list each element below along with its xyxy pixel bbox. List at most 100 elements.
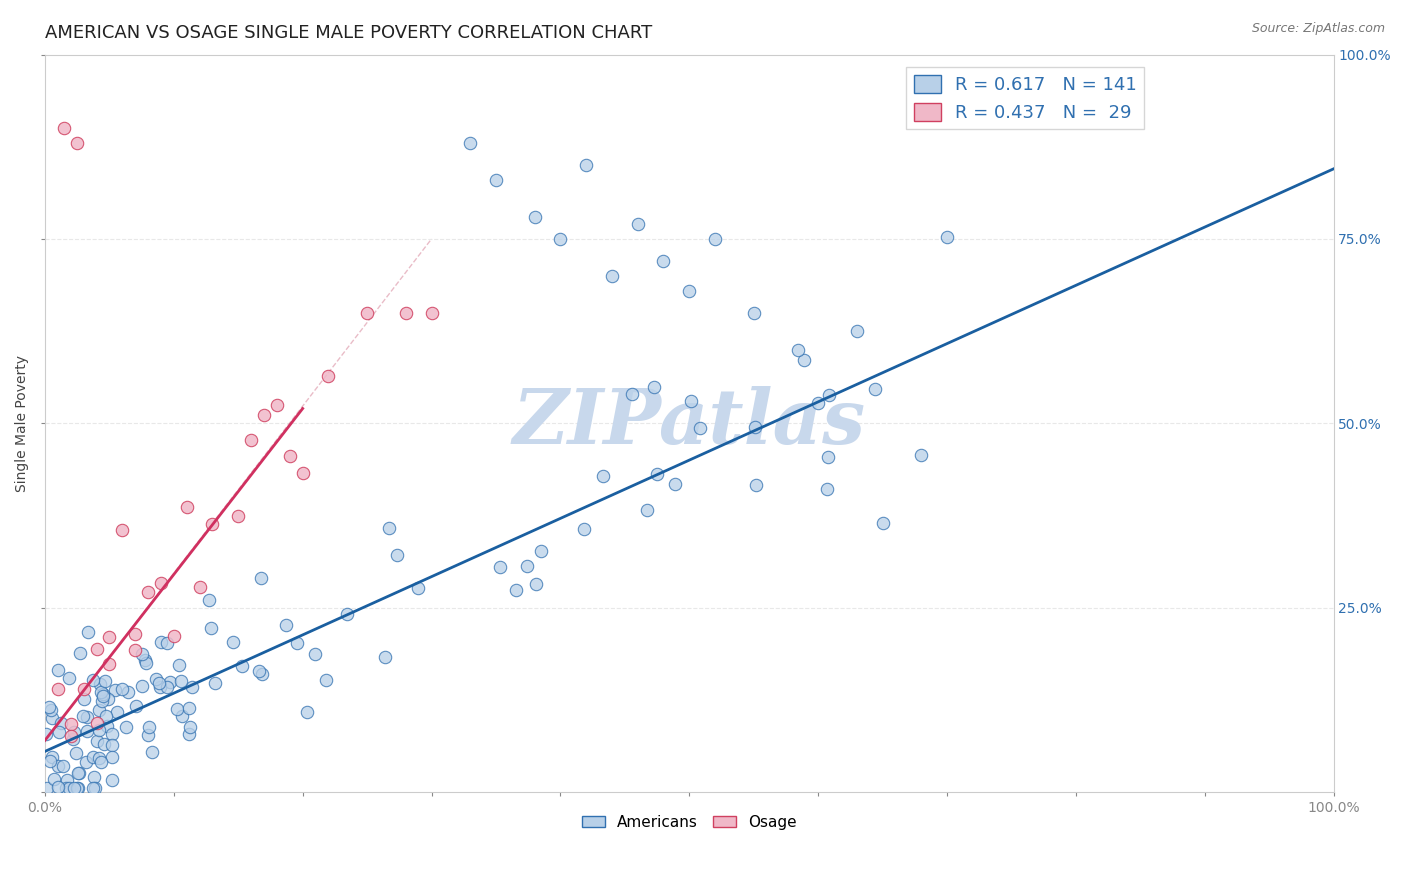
Point [574, 522, 596, 536]
Point [378, 521, 401, 535]
Point [516, 559, 538, 574]
Point [645, 467, 668, 481]
Point [53, 121, 76, 136]
Point [91, 689, 114, 703]
Point [742, 306, 765, 320]
Point [170, 708, 193, 723]
Point [872, 516, 894, 531]
Point [67, 765, 90, 780]
Point [505, 582, 527, 597]
Point [318, 368, 340, 383]
Point [90, 693, 112, 707]
Y-axis label: Single Male Poverty: Single Male Poverty [15, 355, 30, 491]
Point [524, 576, 547, 591]
Point [41, 749, 63, 764]
Text: AMERICAN VS OSAGE SINGLE MALE POVERTY CORRELATION CHART: AMERICAN VS OSAGE SINGLE MALE POVERTY CO… [45, 24, 652, 42]
Point [134, 652, 156, 666]
Point [278, 449, 301, 463]
Point [86, 734, 108, 748]
Point [156, 680, 179, 694]
Point [936, 229, 959, 244]
Point [59, 716, 82, 731]
Point [149, 634, 172, 648]
Point [550, 232, 572, 246]
Point [910, 448, 932, 462]
Point [807, 395, 830, 409]
Point [131, 647, 153, 661]
Point [530, 543, 553, 558]
Point [111, 681, 134, 696]
Point [266, 399, 288, 413]
Point [63, 725, 86, 739]
Point [101, 727, 124, 741]
Point [643, 380, 665, 394]
Point [38, 700, 60, 714]
Point [845, 324, 868, 338]
Point [148, 680, 170, 694]
Point [863, 382, 886, 396]
Point [91, 688, 114, 702]
Point [76, 709, 98, 723]
Point [420, 306, 443, 320]
Point [250, 667, 273, 681]
Point [315, 673, 337, 687]
Point [87, 751, 110, 765]
Point [131, 679, 153, 693]
Point [46, 663, 69, 677]
Point [100, 773, 122, 788]
Point [86, 715, 108, 730]
Point [55, 772, 77, 787]
Point [620, 387, 643, 401]
Point [276, 618, 298, 632]
Point [385, 549, 408, 563]
Point [83, 770, 105, 784]
Point [42, 772, 65, 786]
Point [46, 681, 69, 696]
Point [159, 674, 181, 689]
Point [201, 516, 224, 531]
Point [62, 732, 84, 747]
Point [89, 703, 111, 717]
Point [124, 627, 146, 641]
Point [169, 657, 191, 672]
Point [148, 676, 170, 690]
Point [94, 673, 117, 688]
Point [86, 641, 108, 656]
Point [287, 636, 309, 650]
Point [163, 629, 186, 643]
Point [291, 466, 314, 480]
Point [295, 706, 318, 720]
Point [96, 719, 118, 733]
Point [744, 419, 766, 434]
Point [458, 136, 481, 150]
Point [664, 477, 686, 491]
Point [89, 723, 111, 738]
Point [240, 434, 263, 448]
Point [180, 681, 202, 695]
Point [98, 657, 121, 672]
Point [66, 136, 89, 150]
Point [82, 781, 104, 796]
Point [69, 646, 91, 660]
Point [652, 254, 675, 268]
Point [177, 727, 200, 741]
Point [592, 468, 614, 483]
Point [46, 759, 69, 773]
Point [35, 727, 58, 741]
Point [356, 306, 378, 320]
Point [177, 700, 200, 714]
Point [374, 650, 396, 665]
Point [136, 584, 159, 599]
Point [817, 450, 839, 464]
Point [704, 232, 727, 246]
Point [135, 657, 157, 671]
Point [101, 738, 124, 752]
Point [304, 648, 326, 662]
Point [136, 728, 159, 742]
Point [145, 672, 167, 686]
Point [815, 482, 838, 496]
Point [90, 685, 112, 699]
Point [76, 724, 98, 739]
Point [94, 708, 117, 723]
Point [166, 702, 188, 716]
